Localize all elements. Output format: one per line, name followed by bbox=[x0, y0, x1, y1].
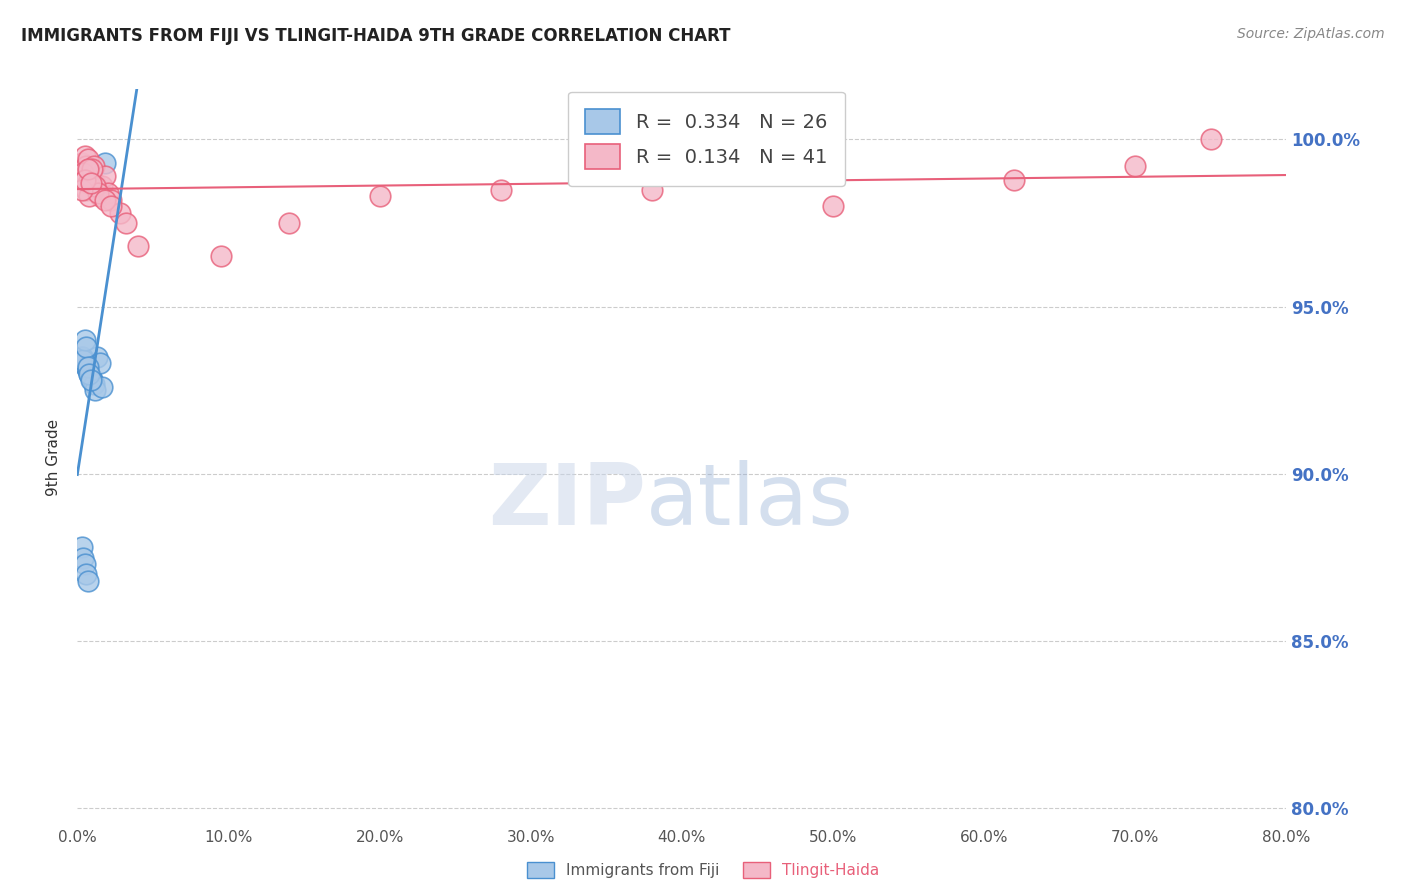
Point bbox=[75, 183, 97, 197]
Point bbox=[79, 162, 101, 177]
Point bbox=[84, 176, 107, 190]
Point bbox=[1199, 132, 1222, 146]
Point bbox=[80, 369, 103, 384]
Point bbox=[1004, 172, 1026, 186]
Point bbox=[80, 176, 103, 190]
Point bbox=[77, 574, 100, 588]
Point bbox=[73, 149, 96, 163]
Point bbox=[73, 558, 96, 572]
Point bbox=[100, 193, 122, 207]
Point bbox=[75, 567, 97, 582]
Point bbox=[89, 357, 111, 371]
Point bbox=[108, 206, 131, 220]
Point bbox=[75, 340, 97, 354]
Legend: R =  0.334   N = 26, R =  0.134   N = 41: R = 0.334 N = 26, R = 0.134 N = 41 bbox=[568, 92, 845, 186]
Text: IMMIGRANTS FROM FIJI VS TLINGIT-HAIDA 9TH GRADE CORRELATION CHART: IMMIGRANTS FROM FIJI VS TLINGIT-HAIDA 9T… bbox=[21, 27, 731, 45]
Point bbox=[72, 353, 94, 368]
Point bbox=[73, 333, 96, 347]
Point bbox=[73, 353, 96, 368]
Point bbox=[79, 367, 101, 381]
Text: Source: ZipAtlas.com: Source: ZipAtlas.com bbox=[1237, 27, 1385, 41]
Point bbox=[77, 359, 100, 374]
Point bbox=[80, 166, 103, 180]
Point bbox=[84, 179, 107, 194]
Point bbox=[77, 176, 100, 190]
Point bbox=[87, 186, 110, 200]
Point bbox=[93, 156, 115, 170]
Point bbox=[127, 239, 149, 253]
Point bbox=[90, 380, 112, 394]
Text: atlas: atlas bbox=[645, 459, 853, 543]
Point bbox=[70, 350, 93, 364]
Point bbox=[80, 373, 103, 387]
Point bbox=[90, 179, 112, 194]
Point bbox=[209, 250, 232, 264]
Point bbox=[72, 357, 94, 371]
Point bbox=[278, 216, 301, 230]
Point bbox=[93, 193, 115, 207]
Point bbox=[75, 359, 97, 374]
Point bbox=[96, 186, 118, 200]
Point bbox=[84, 384, 107, 398]
Legend: Immigrants from Fiji, Tlingit-Haida: Immigrants from Fiji, Tlingit-Haida bbox=[520, 856, 886, 884]
Point bbox=[86, 183, 108, 197]
Point bbox=[114, 216, 136, 230]
Point bbox=[89, 189, 111, 203]
Point bbox=[73, 172, 96, 186]
Point bbox=[79, 367, 101, 381]
Point bbox=[489, 183, 512, 197]
Point bbox=[1125, 159, 1147, 173]
Point bbox=[82, 373, 104, 387]
Point bbox=[70, 156, 93, 170]
Point bbox=[77, 153, 100, 167]
Point bbox=[77, 162, 100, 177]
Text: ZIP: ZIP bbox=[488, 459, 645, 543]
Point bbox=[75, 159, 97, 173]
Point bbox=[368, 189, 391, 203]
Y-axis label: 9th Grade: 9th Grade bbox=[46, 418, 62, 496]
Point bbox=[82, 162, 104, 177]
Point bbox=[72, 550, 94, 565]
Point bbox=[86, 350, 108, 364]
Point bbox=[70, 350, 93, 364]
Point bbox=[83, 159, 105, 173]
Point bbox=[100, 199, 122, 213]
Point bbox=[73, 172, 96, 186]
Point bbox=[93, 169, 115, 184]
Point bbox=[70, 541, 93, 555]
Point bbox=[79, 189, 101, 203]
Point bbox=[70, 183, 93, 197]
Point bbox=[82, 172, 104, 186]
Point bbox=[77, 363, 100, 377]
Point bbox=[641, 183, 664, 197]
Point bbox=[83, 376, 105, 391]
Point bbox=[821, 199, 844, 213]
Point bbox=[72, 166, 94, 180]
